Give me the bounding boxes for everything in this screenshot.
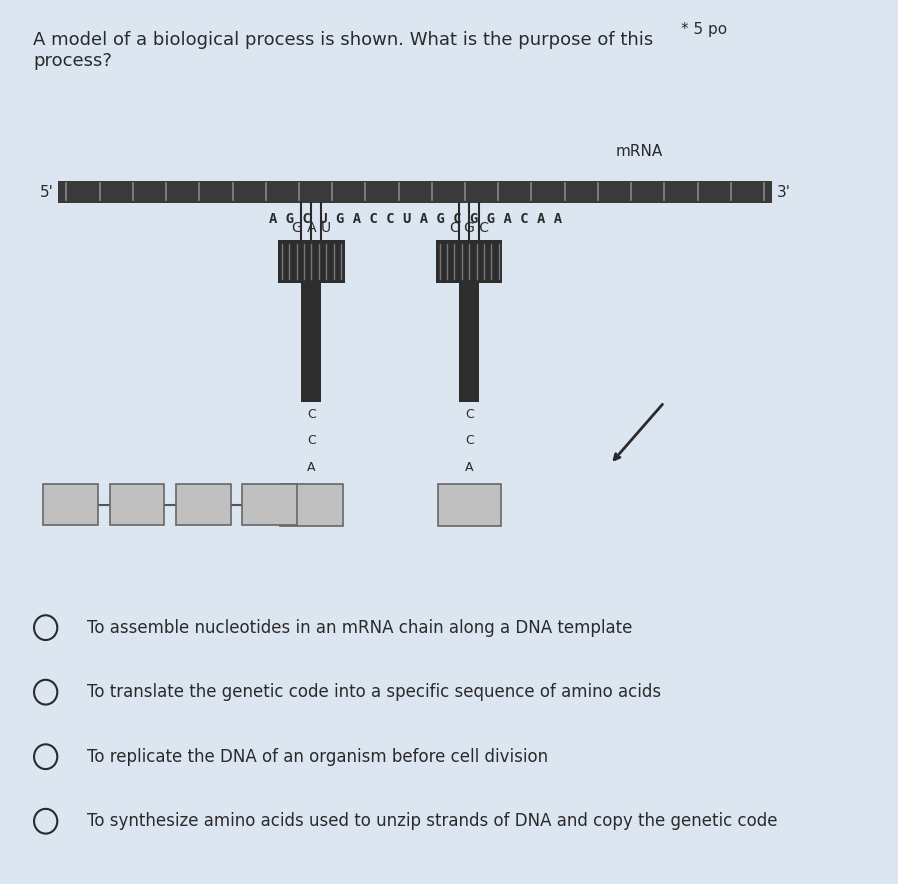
- FancyBboxPatch shape: [110, 484, 164, 525]
- FancyBboxPatch shape: [459, 283, 480, 402]
- Text: To replicate the DNA of an organism before cell division: To replicate the DNA of an organism befo…: [87, 748, 549, 766]
- Text: Leu: Leu: [58, 499, 83, 511]
- Text: * 5 po: * 5 po: [681, 22, 727, 37]
- Text: 5': 5': [40, 185, 54, 200]
- FancyBboxPatch shape: [302, 283, 321, 402]
- Text: 3': 3': [777, 185, 790, 200]
- Text: C G C: C G C: [450, 221, 489, 235]
- Text: A: A: [465, 461, 473, 474]
- Text: Ala: Ala: [127, 499, 147, 511]
- Text: C: C: [465, 408, 473, 421]
- FancyBboxPatch shape: [436, 240, 502, 283]
- Text: To translate the genetic code into a specific sequence of amino acids: To translate the genetic code into a spe…: [87, 683, 661, 701]
- FancyBboxPatch shape: [58, 181, 772, 203]
- Text: C: C: [307, 408, 316, 421]
- Text: Ala: Ala: [458, 498, 480, 512]
- Text: A model of a biological process is shown. What is the purpose of this
process?: A model of a biological process is shown…: [33, 31, 654, 70]
- Text: G A U: G A U: [292, 221, 331, 235]
- FancyBboxPatch shape: [437, 484, 501, 526]
- Text: mRNA: mRNA: [616, 144, 663, 159]
- FancyBboxPatch shape: [278, 240, 345, 283]
- FancyBboxPatch shape: [242, 484, 297, 525]
- Text: To synthesize amino acids used to unzip strands of DNA and copy the genetic code: To synthesize amino acids used to unzip …: [87, 812, 778, 830]
- FancyBboxPatch shape: [280, 484, 343, 526]
- Text: Asp: Asp: [191, 499, 216, 511]
- Text: Leu: Leu: [299, 498, 324, 512]
- Text: C: C: [465, 434, 473, 447]
- Text: A: A: [307, 461, 315, 474]
- Text: A G C U G A C C U A G C G G A C A A: A G C U G A C C U A G C G G A C A A: [269, 212, 562, 226]
- Text: To assemble nucleotides in an mRNA chain along a DNA template: To assemble nucleotides in an mRNA chain…: [87, 619, 632, 636]
- Text: Leu: Leu: [258, 499, 282, 511]
- FancyBboxPatch shape: [176, 484, 231, 525]
- FancyBboxPatch shape: [43, 484, 98, 525]
- Text: C: C: [307, 434, 316, 447]
